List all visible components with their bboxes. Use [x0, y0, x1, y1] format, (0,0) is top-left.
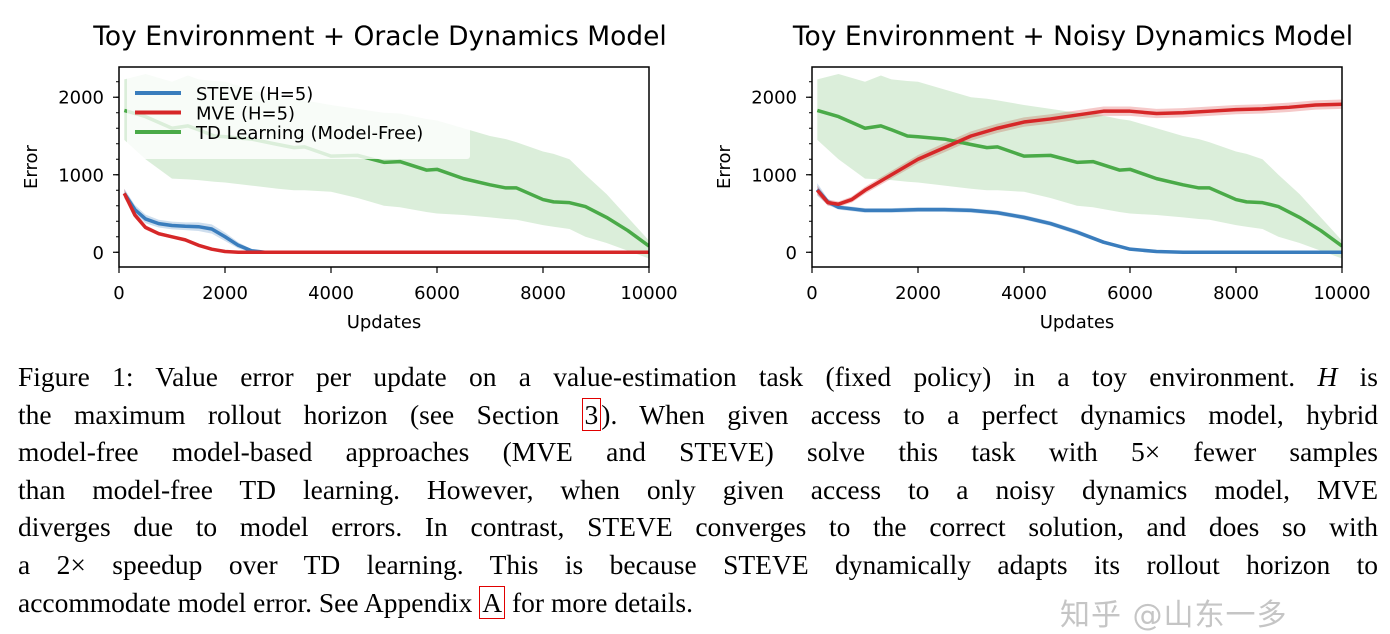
- chart-title: Toy Environment + Oracle Dynamics Model: [92, 21, 667, 52]
- y-tick-label: 0: [93, 243, 104, 264]
- caption-line: accommodate model error. See Appendix A …: [18, 584, 693, 622]
- caption-line: the maximum rollout horizon (see Section…: [18, 396, 1378, 434]
- caption-text: the maximum rollout horizon (see Section: [18, 398, 582, 430]
- legend-label-steve: STEVE (H=5): [196, 84, 313, 105]
- caption-line: Figure 1: Value error per update on a va…: [18, 358, 1378, 396]
- legend: STEVE (H=5)MVE (H=5)TD Learning (Model-F…: [127, 74, 470, 159]
- y-tick-label: 0: [786, 243, 797, 264]
- series-line-td: [816, 108, 1342, 248]
- x-tick-label: 2000: [202, 283, 248, 304]
- x-tick-label: 8000: [1213, 283, 1259, 304]
- legend-label-mve: MVE (H=5): [196, 104, 295, 125]
- chart-noisy-dynamics: Toy Environment + Noisy Dynamics Model 0 2…: [714, 21, 1371, 333]
- x-tick-label: 6000: [1107, 283, 1153, 304]
- y-tick-label: 1000: [751, 165, 797, 186]
- y-axis-label: Error: [21, 144, 42, 188]
- plot-area: [815, 73, 1342, 259]
- series-line-steve: [815, 188, 1342, 255]
- caption-text: Figure 1: Value error per update on a va…: [18, 361, 1318, 392]
- caption-text: for more details.: [505, 586, 693, 618]
- caption-line: diverges due to model errors. In contras…: [18, 508, 1378, 546]
- x-tick-label: 2000: [895, 283, 941, 304]
- x-tick-label: 0: [806, 283, 817, 304]
- legend-box: [127, 74, 470, 159]
- x-tick-label: 6000: [414, 283, 460, 304]
- x-tick-label: 0: [113, 283, 124, 304]
- x-tick-label: 10000: [620, 283, 677, 304]
- confidence-band-mve: [817, 99, 1342, 207]
- x-tick-label: 4000: [1001, 283, 1047, 304]
- axes-frame: [118, 66, 650, 268]
- confidence-band-td: [817, 73, 1342, 259]
- caption-text: a 2× speedup over TD learning. This is b…: [18, 548, 1378, 580]
- x-tick-label: 10000: [1313, 283, 1370, 304]
- y-tick-label: 2000: [58, 88, 104, 109]
- chart-oracle-dynamics: Toy Environment + Oracle Dynamics Model 0…: [21, 21, 678, 333]
- x-tick-label: 8000: [520, 283, 566, 304]
- caption-text: diverges due to model errors. In contras…: [18, 511, 1378, 543]
- legend-label-td: TD Learning (Model-Free): [195, 123, 423, 144]
- series-line-mve: [122, 192, 649, 255]
- x-tick-label: 4000: [308, 283, 354, 304]
- caption-text: accommodate model error. See Appendix: [18, 586, 480, 618]
- caption-text: is: [1337, 361, 1379, 392]
- y-axis-label: Error: [714, 144, 735, 188]
- caption-line: a 2× speedup over TD learning. This is b…: [18, 546, 1378, 584]
- x-axis-label: Updates: [1040, 312, 1115, 333]
- y-tick-label: 2000: [751, 88, 797, 109]
- x-axis-label: Updates: [347, 312, 422, 333]
- cross-reference-link[interactable]: A: [479, 585, 506, 619]
- y-tick-label: 1000: [58, 165, 104, 186]
- caption-text: ). When given access to a perfect dynami…: [601, 398, 1378, 430]
- chart-title: Toy Environment + Noisy Dynamics Model: [792, 21, 1353, 52]
- axes-frame: [811, 66, 1343, 268]
- caption-line: model-free model-based approaches (MVE a…: [18, 433, 1378, 471]
- caption-text: than model-free TD learning. However, wh…: [18, 473, 1378, 505]
- figure-caption: Figure 1: Value error per update on a va…: [18, 358, 1378, 621]
- caption-text: H: [1317, 361, 1338, 392]
- series-line-mve: [815, 102, 1342, 206]
- cross-reference-link[interactable]: 3: [581, 397, 602, 431]
- caption-text: model-free model-based approaches (MVE a…: [18, 436, 1378, 468]
- caption-line: than model-free TD learning. However, wh…: [18, 471, 1378, 509]
